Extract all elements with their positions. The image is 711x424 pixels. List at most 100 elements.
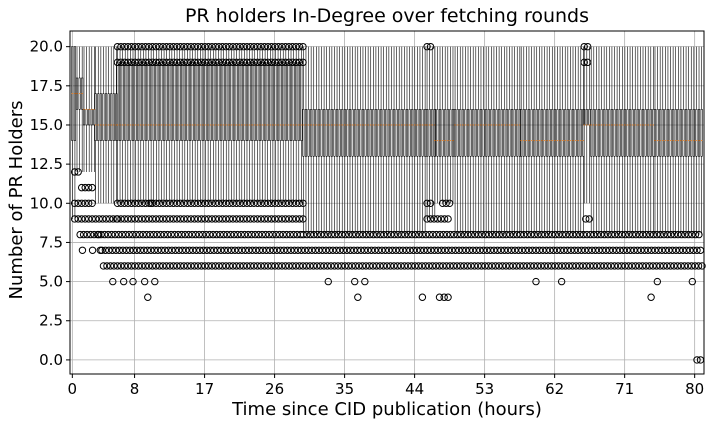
outlier-point xyxy=(212,230,221,239)
outlier-point xyxy=(205,230,214,239)
outlier-point xyxy=(682,246,691,254)
outlier-point xyxy=(292,215,300,223)
outlier-point xyxy=(83,230,91,239)
outlier-point xyxy=(324,277,332,286)
box xyxy=(400,46,403,235)
outlier-point xyxy=(285,58,293,67)
outlier-point xyxy=(175,246,183,254)
box-body xyxy=(112,93,115,141)
box-segment-3 xyxy=(94,46,118,204)
outlier-point xyxy=(547,262,556,270)
outlier-point xyxy=(366,230,374,239)
outlier-point xyxy=(306,230,315,239)
x-tick-label: 44 xyxy=(405,380,424,398)
outlier-point xyxy=(352,230,360,239)
outlier-point xyxy=(173,58,181,67)
outlier-point xyxy=(273,246,281,254)
outlier-point xyxy=(406,246,414,254)
outlier-point xyxy=(649,262,657,270)
outlier-point xyxy=(553,246,561,254)
outlier-point xyxy=(504,246,512,254)
box xyxy=(692,46,695,235)
outlier-point xyxy=(134,199,143,207)
box xyxy=(441,46,444,204)
outlier-point xyxy=(568,262,577,270)
box-body xyxy=(119,62,122,141)
x-axis-label: Time since CID publication (hours) xyxy=(231,399,542,420)
box-body xyxy=(199,62,202,141)
box-body xyxy=(459,109,462,157)
outlier-point xyxy=(271,215,279,223)
outlier-point xyxy=(385,246,393,254)
outlier-point xyxy=(148,262,157,270)
outlier-point xyxy=(436,230,444,239)
box-body xyxy=(271,62,274,141)
outlier-point xyxy=(565,262,573,270)
outlier-point xyxy=(320,230,329,239)
box-body xyxy=(403,109,406,157)
outlier-point xyxy=(119,246,127,254)
outlier-point xyxy=(156,230,165,239)
outlier-point xyxy=(152,215,160,223)
outlier-point xyxy=(376,262,384,270)
outlier-point xyxy=(404,230,413,239)
box xyxy=(527,46,530,235)
box xyxy=(302,46,305,235)
box xyxy=(405,46,409,235)
box xyxy=(359,46,362,235)
outlier-point xyxy=(141,215,150,223)
box xyxy=(623,46,626,235)
outlier-point xyxy=(176,262,185,270)
outlier-point xyxy=(423,42,431,51)
box-body xyxy=(540,109,543,157)
box-body xyxy=(348,109,352,157)
outlier-point xyxy=(299,215,307,223)
box-body xyxy=(469,109,472,157)
box xyxy=(585,46,588,204)
outlier-point xyxy=(145,262,153,270)
outlier-point xyxy=(278,42,286,51)
outlier-point xyxy=(243,58,251,67)
outlier-point xyxy=(584,42,592,51)
box-segment-1 xyxy=(75,46,84,172)
outlier-point xyxy=(278,262,286,270)
outlier-point xyxy=(96,246,105,254)
outlier-point xyxy=(176,215,185,223)
box-body xyxy=(525,109,528,157)
outlier-point xyxy=(593,230,602,239)
outlier-point xyxy=(134,215,143,223)
outlier-point xyxy=(269,246,278,254)
outlier-point xyxy=(195,230,203,239)
outlier-point xyxy=(232,58,241,67)
outlier-point xyxy=(688,277,697,286)
box xyxy=(433,46,436,204)
box xyxy=(505,46,508,235)
outlier-point xyxy=(647,293,655,301)
outlier-point xyxy=(355,230,364,239)
box xyxy=(454,46,457,235)
outlier-point xyxy=(143,246,152,254)
box-body xyxy=(416,109,419,157)
box-segment-2 xyxy=(82,46,96,172)
outlier-point xyxy=(533,262,542,270)
outlier-point xyxy=(197,58,206,67)
chart-title: PR holders In-Degree over fetching round… xyxy=(185,5,589,27)
outlier-point xyxy=(180,199,188,207)
outlier-point xyxy=(265,230,273,239)
box xyxy=(356,46,359,235)
outlier-point xyxy=(423,199,431,207)
box-body xyxy=(487,109,490,157)
outlier-point xyxy=(628,230,637,239)
outlier-row-3 xyxy=(580,42,592,51)
y-tick-label: 10.0 xyxy=(30,194,63,212)
box-body xyxy=(520,109,523,157)
outlier-point xyxy=(369,230,378,239)
outlier-point xyxy=(197,42,206,51)
outlier-point xyxy=(528,246,537,254)
outlier-point xyxy=(108,246,117,254)
box xyxy=(336,46,339,235)
outlier-point xyxy=(159,58,167,67)
box xyxy=(498,46,501,235)
outlier-point xyxy=(152,199,160,207)
box xyxy=(516,46,519,235)
